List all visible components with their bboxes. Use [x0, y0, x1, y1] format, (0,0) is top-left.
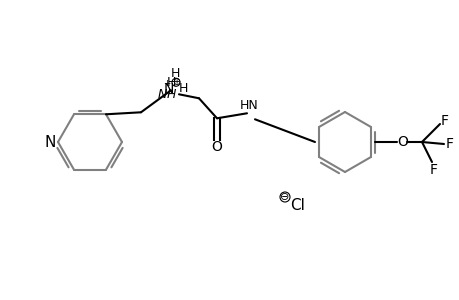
- Text: HN: HN: [239, 99, 258, 112]
- Text: O: O: [397, 135, 408, 149]
- Text: ⊖: ⊖: [280, 192, 289, 202]
- Text: H: H: [178, 82, 187, 95]
- Text: ⊕: ⊕: [172, 77, 179, 87]
- Text: O: O: [211, 140, 222, 154]
- Text: $\overset{+}{NH}$: $\overset{+}{NH}$: [157, 80, 177, 101]
- Text: N: N: [163, 82, 174, 96]
- Text: Cl: Cl: [289, 197, 304, 212]
- Text: H: H: [166, 76, 175, 89]
- Text: F: F: [429, 163, 437, 177]
- Text: F: F: [440, 114, 448, 128]
- Text: F: F: [445, 137, 453, 151]
- Text: H: H: [170, 67, 179, 80]
- Text: N: N: [44, 134, 56, 149]
